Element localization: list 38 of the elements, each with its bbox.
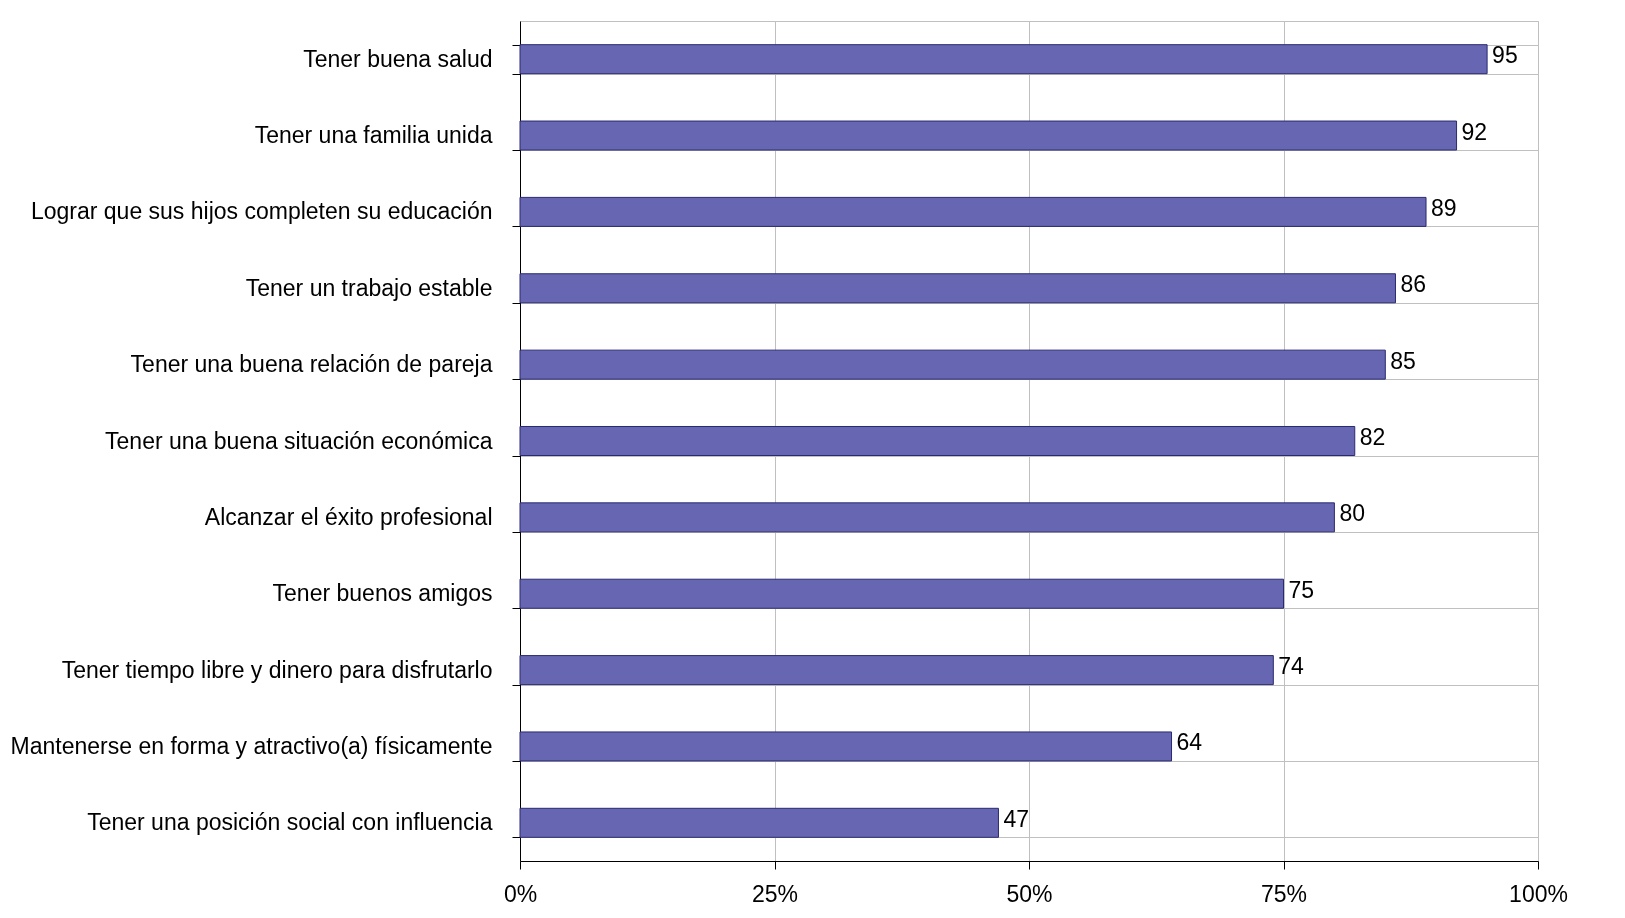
bar: [519, 578, 1284, 609]
data-label: 95: [1492, 42, 1518, 69]
bar: [519, 425, 1356, 457]
x-tick-label: 75%: [1260, 880, 1308, 907]
data-label: 92: [1461, 118, 1488, 145]
y-tick-label: Tener buena salud: [303, 45, 493, 72]
y-tick-label: Mantenerse en forma y atractivo(a) físicamente: [10, 732, 493, 759]
data-label: 89: [1431, 194, 1457, 221]
bar: [519, 807, 999, 838]
data-label: 86: [1400, 271, 1427, 298]
x-tick-label: 0%: [503, 880, 538, 907]
data-label: 75: [1288, 576, 1315, 603]
x-tick-label: 50%: [1006, 880, 1053, 907]
bar: [519, 273, 1396, 304]
y-tick-label: Tener tiempo libre y dinero para disfrutarlo: [61, 656, 493, 683]
bar: [519, 44, 1488, 75]
data-label: 82: [1359, 424, 1386, 450]
data-label: 64: [1176, 729, 1203, 756]
y-tick-label: Lograr que sus hijos completen su educación: [30, 198, 493, 225]
y-tick-label: Tener buenos amigos: [272, 580, 493, 607]
bar: [519, 349, 1386, 380]
bar: [519, 655, 1274, 686]
y-tick-label: Tener una buena relación de pareja: [130, 351, 493, 378]
x-tick-label: 100%: [1509, 880, 1568, 907]
y-tick-label: Tener una posición social con influencia: [87, 809, 493, 836]
bar: [519, 196, 1427, 227]
bar: [519, 120, 1458, 151]
y-tick-label: Alcanzar el éxito profesional: [204, 503, 493, 530]
bar: [519, 731, 1173, 762]
data-label: 80: [1339, 500, 1365, 527]
y-tick-label: Tener un trabajo estable: [245, 274, 493, 301]
data-label: 47: [1003, 805, 1030, 832]
bar: [519, 502, 1335, 533]
y-tick-label: Tener una familia unida: [254, 122, 493, 149]
data-label: 74: [1278, 653, 1305, 680]
y-tick-label: Tener una buena situación económica: [105, 427, 493, 454]
x-tick-label: 25%: [751, 880, 799, 907]
data-label: 85: [1390, 347, 1416, 374]
